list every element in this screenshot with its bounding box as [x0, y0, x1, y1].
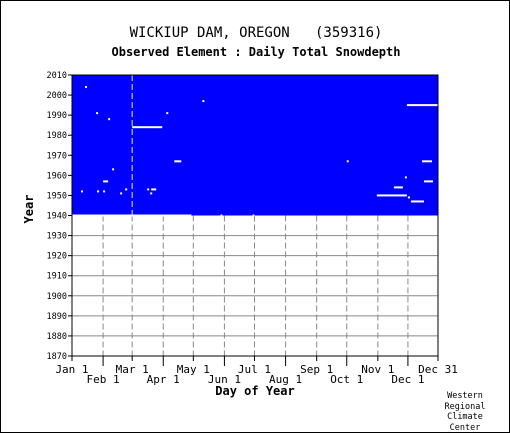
missing-data-segment [406, 104, 438, 107]
y-tick-label: 1870 [47, 352, 67, 362]
missing-data-segment [423, 180, 433, 183]
missing-data-segment [97, 190, 100, 193]
x-tick-label: Mar 1 [116, 363, 149, 376]
missing-data-segment [150, 192, 153, 195]
x-tick-label: Feb 1 [87, 373, 120, 386]
x-tick-label: Jan 1 [55, 363, 88, 376]
y-axis-label: Year [22, 195, 36, 224]
y-tick-label: 1950 [47, 191, 67, 201]
x-tick-label: Apr 1 [147, 373, 180, 386]
x-tick-label: Jul 1 [238, 363, 271, 376]
missing-data-segment [220, 214, 223, 217]
y-tick-label: 1920 [47, 252, 67, 262]
missing-data-segment [346, 160, 349, 163]
missing-data-segment [151, 188, 157, 191]
missing-data-segment [72, 214, 192, 217]
credit-label: Western Regional Climate Center [444, 391, 486, 433]
missing-data-segment [202, 100, 205, 103]
missing-data-segment [174, 160, 182, 163]
missing-data-segment [125, 188, 128, 191]
x-tick-label: Sep 1 [300, 363, 333, 376]
y-tick-label: 1930 [47, 232, 67, 242]
missing-data-segment [421, 160, 432, 163]
missing-data-segment [96, 112, 99, 115]
y-tick-label: 1970 [47, 151, 67, 161]
missing-data-segment [85, 86, 88, 89]
missing-data-segment [120, 192, 123, 195]
y-tick-label: 1890 [47, 312, 67, 322]
y-tick-label: 1960 [47, 171, 67, 181]
missing-data-segment [132, 126, 163, 129]
y-tick-label: 1900 [47, 292, 67, 302]
y-tick-label: 1910 [47, 272, 67, 282]
y-tick-label: 1990 [47, 111, 67, 121]
chart-subtitle: Observed Element : Daily Total Snowdepth [111, 45, 401, 59]
chart-title: WICKIUP DAM, OREGON (359316) [129, 25, 383, 41]
x-tick-label: Dec 31 [418, 363, 458, 376]
x-axis-label: Day of Year [215, 384, 294, 398]
x-tick-label: Oct 1 [330, 373, 363, 386]
y-tick-label: 1980 [47, 131, 67, 141]
missing-data-segment [147, 188, 150, 191]
missing-data-segment [166, 112, 169, 115]
missing-data-segment [108, 118, 111, 121]
missing-data-segment [407, 196, 410, 199]
missing-data-segment [393, 186, 403, 189]
x-tick-label: Aug 1 [269, 373, 302, 386]
missing-data-segment [103, 180, 109, 183]
y-tick-label: 2000 [47, 91, 67, 101]
missing-data-segment [112, 168, 115, 171]
missing-data-segment [81, 190, 84, 193]
x-tick-label: Dec 1 [391, 373, 424, 386]
missing-data-segment [252, 214, 255, 217]
missing-data-segment [376, 194, 407, 197]
x-tick-label: May 1 [177, 363, 210, 376]
missing-data-segment [103, 190, 106, 193]
x-tick-label: Nov 1 [361, 363, 394, 376]
y-tick-label: 1940 [47, 212, 67, 222]
missing-data-segment [404, 176, 407, 179]
y-tick-label: 1880 [47, 332, 67, 342]
missing-data-segment [410, 200, 424, 203]
x-tick-label: Jun 1 [208, 373, 241, 386]
y-tick-label: 2010 [47, 71, 67, 81]
observed-data-block [72, 75, 438, 216]
